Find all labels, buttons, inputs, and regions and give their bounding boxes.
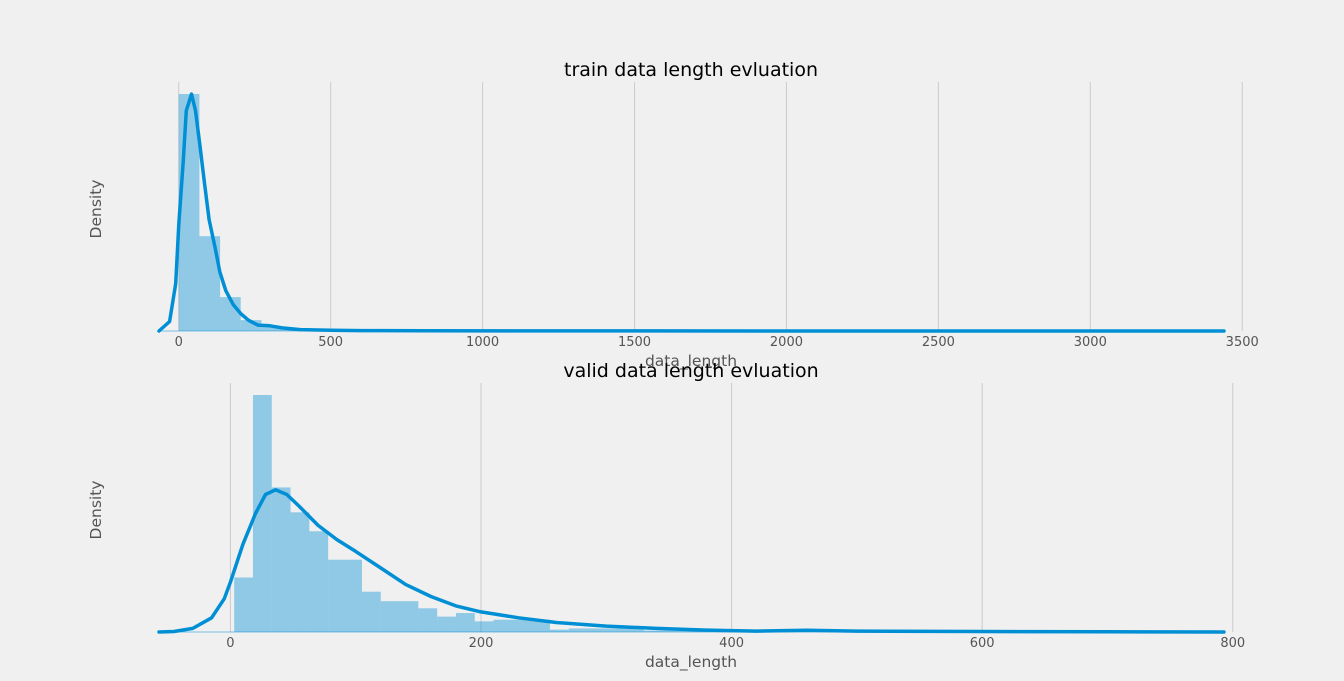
valid-x-axis-label: data_length — [645, 653, 737, 672]
valid-histogram-bar — [474, 621, 494, 632]
valid-grid — [229, 383, 1234, 632]
valid-histogram-bar — [455, 613, 475, 632]
valid-histogram-bar — [380, 601, 419, 632]
valid-histogram-bar — [309, 531, 329, 632]
train-x-tick-label: 1000 — [466, 335, 499, 350]
train-grid — [178, 82, 1243, 331]
train-x-tick-label: 2500 — [922, 335, 955, 350]
valid-x-tick-label: 600 — [970, 636, 995, 651]
valid-x-tick-label: 200 — [469, 636, 494, 651]
train-x-tick-label: 3500 — [1226, 335, 1259, 350]
train-x-tick-label: 500 — [318, 335, 343, 350]
valid-histogram-bar — [252, 395, 272, 632]
valid-histogram-bar — [290, 512, 310, 632]
train-histogram-bar — [261, 326, 283, 331]
valid-histogram-bar — [361, 591, 381, 632]
valid-histogram-bar — [493, 619, 550, 632]
valid-histogram-bar — [328, 559, 362, 632]
train-y-axis-label: Density — [87, 180, 105, 239]
train-histogram-bar — [199, 236, 221, 331]
valid-chart-title: valid data length evluation — [563, 360, 818, 382]
train-x-ticks: 0 500 1000 1500 2000 2500 3000 3500 — [175, 335, 1259, 350]
valid-histogram-bar — [568, 628, 644, 632]
valid-x-ticks: 0 200 400 600 800 — [226, 636, 1245, 651]
train-histogram-bars — [178, 94, 1221, 332]
valid-x-tick-label: 400 — [719, 636, 744, 651]
train-kde-line — [157, 92, 1226, 333]
train-histogram-bar — [240, 320, 262, 331]
train-x-tick-label: 1500 — [618, 335, 651, 350]
valid-length-chart: 0 200 400 600 800 valid data length evluatio… — [87, 360, 1245, 672]
train-length-chart: 0 500 1000 1500 2000 2500 3000 3500 train data … — [87, 59, 1259, 371]
valid-histogram-bar — [271, 487, 291, 632]
valid-x-tick-label: 800 — [1220, 636, 1245, 651]
train-x-tick-label: 2000 — [770, 335, 803, 350]
train-x-tick-label: 3000 — [1074, 335, 1107, 350]
valid-histogram-bar — [418, 608, 438, 632]
valid-kde-line — [157, 488, 1226, 634]
valid-x-tick-label: 0 — [226, 636, 234, 651]
train-x-tick-label: 0 — [175, 335, 183, 350]
valid-histogram-bars — [234, 395, 1221, 632]
train-chart-title: train data length evluation — [564, 59, 818, 81]
valid-histogram-bar — [549, 629, 569, 632]
valid-histogram-bar — [437, 616, 456, 632]
valid-histogram-bar — [234, 577, 253, 632]
valid-y-axis-label: Density — [87, 481, 105, 540]
train-x-axis-label: data_length — [645, 352, 737, 371]
